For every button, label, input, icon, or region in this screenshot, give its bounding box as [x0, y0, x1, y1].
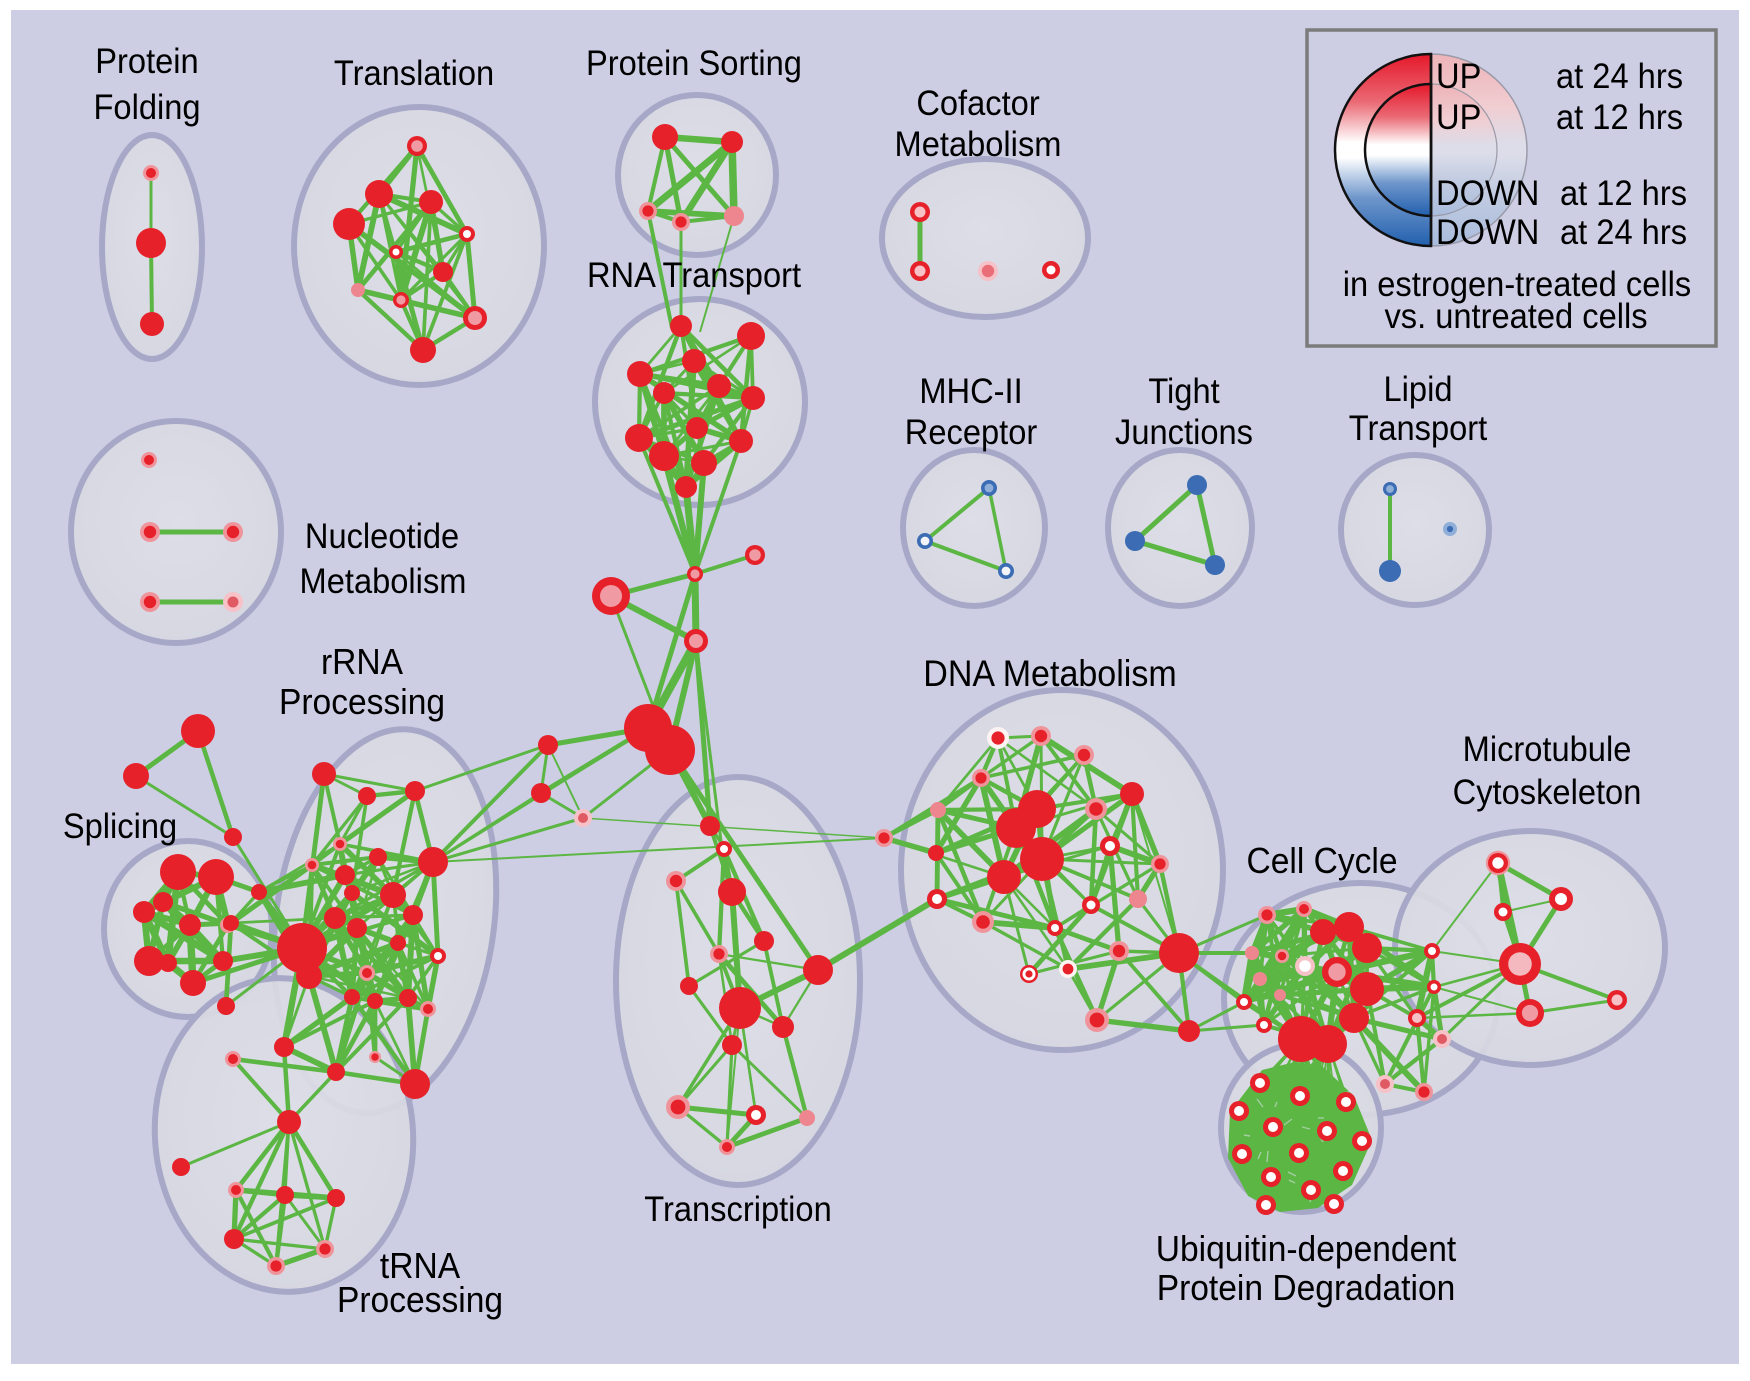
svg-text:MHC-II: MHC-II: [919, 372, 1022, 412]
svg-text:Lipid: Lipid: [1384, 370, 1453, 410]
svg-text:Processing: Processing: [279, 682, 445, 723]
svg-text:Microtubule: Microtubule: [1463, 730, 1632, 770]
svg-text:Metabolism: Metabolism: [300, 562, 467, 602]
svg-text:Cell Cycle: Cell Cycle: [1246, 841, 1397, 882]
svg-text:at 24 hrs: at 24 hrs: [1560, 213, 1687, 253]
svg-text:Ubiquitin-dependent: Ubiquitin-dependent: [1156, 1229, 1457, 1270]
svg-text:RNA Transport: RNA Transport: [587, 256, 802, 296]
svg-text:DNA Metabolism: DNA Metabolism: [923, 653, 1176, 695]
svg-text:Processing: Processing: [337, 1280, 503, 1321]
svg-text:tRNA: tRNA: [380, 1246, 461, 1287]
svg-text:UP: UP: [1436, 57, 1481, 97]
svg-text:at 24 hrs: at 24 hrs: [1556, 57, 1683, 97]
svg-text:at 12 hrs: at 12 hrs: [1560, 174, 1687, 214]
svg-text:Transcription: Transcription: [644, 1190, 831, 1230]
svg-text:UP: UP: [1436, 98, 1481, 138]
svg-text:Cytoskeleton: Cytoskeleton: [1453, 773, 1642, 813]
svg-text:Protein: Protein: [95, 42, 198, 82]
svg-text:Metabolism: Metabolism: [895, 125, 1062, 165]
svg-text:DOWN: DOWN: [1436, 174, 1539, 214]
svg-text:vs. untreated cells: vs. untreated cells: [1384, 297, 1647, 337]
svg-text:Translation: Translation: [334, 54, 494, 94]
svg-text:DOWN: DOWN: [1436, 213, 1539, 253]
svg-text:Protein Sorting: Protein Sorting: [586, 44, 802, 84]
svg-text:Receptor: Receptor: [905, 413, 1037, 453]
svg-text:Tight: Tight: [1148, 372, 1220, 412]
svg-text:in estrogen-treated cells: in estrogen-treated cells: [1343, 265, 1691, 305]
svg-text:Protein Degradation: Protein Degradation: [1157, 1268, 1456, 1309]
svg-text:Splicing: Splicing: [63, 807, 177, 847]
svg-text:rRNA: rRNA: [321, 642, 404, 683]
svg-text:Nucleotide: Nucleotide: [305, 517, 459, 557]
svg-text:at 12 hrs: at 12 hrs: [1556, 98, 1683, 138]
svg-text:Junctions: Junctions: [1115, 413, 1253, 453]
svg-text:Folding: Folding: [93, 88, 200, 128]
svg-text:Transport: Transport: [1349, 409, 1488, 449]
svg-text:Cofactor: Cofactor: [916, 84, 1039, 124]
